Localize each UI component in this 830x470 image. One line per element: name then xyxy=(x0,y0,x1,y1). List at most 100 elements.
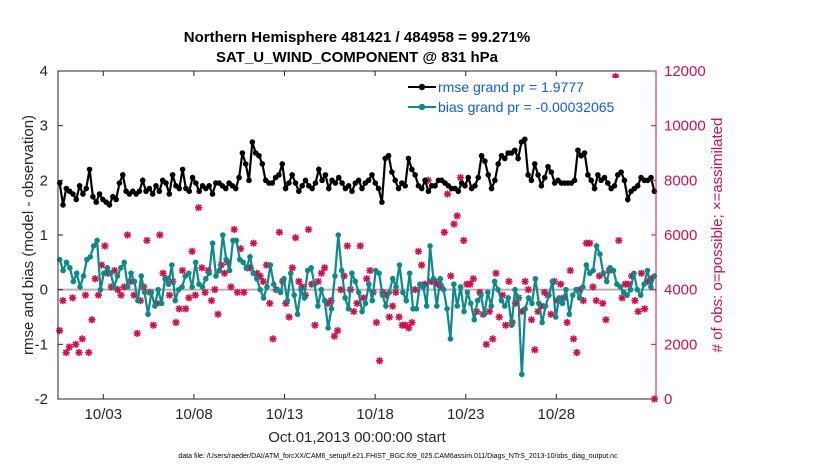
obs-count-point xyxy=(68,294,77,302)
rmse-point xyxy=(193,180,199,186)
rmse-point xyxy=(571,177,578,184)
bias-point xyxy=(67,265,73,271)
bias-point xyxy=(199,284,206,290)
obs-count-point xyxy=(460,236,468,245)
bias-point xyxy=(624,292,630,298)
obs-count-point xyxy=(356,242,364,250)
obs-count-stroke xyxy=(528,316,535,323)
obs-count-point xyxy=(249,239,258,247)
bias-point xyxy=(257,286,263,293)
bias-point xyxy=(219,232,226,238)
bias-point xyxy=(546,292,552,298)
obs-count-point xyxy=(269,335,277,343)
bias-point xyxy=(94,237,100,244)
rmse-point xyxy=(355,177,362,184)
bias-point xyxy=(434,303,440,309)
obs-count-stroke xyxy=(360,294,367,302)
obs-count-stroke xyxy=(592,297,600,304)
obs-count-stroke xyxy=(495,313,503,321)
rmse-point xyxy=(153,183,159,189)
rmse-point xyxy=(385,152,392,159)
obs-count-point xyxy=(172,318,180,327)
obs-count-point xyxy=(573,348,581,357)
obs-count-point xyxy=(330,332,338,340)
rmse-point xyxy=(179,166,186,173)
bias-point xyxy=(169,262,175,268)
bias-point xyxy=(284,297,291,304)
obs-count-stroke xyxy=(166,291,173,299)
obs-count-point xyxy=(334,327,342,335)
rmse-point xyxy=(389,169,395,175)
obs-count-stroke xyxy=(159,270,167,277)
rmse-point xyxy=(591,185,598,192)
bias-point xyxy=(420,284,427,290)
rmse-point xyxy=(299,183,305,189)
bias-point xyxy=(277,289,284,296)
rmse-point xyxy=(239,150,246,156)
obs-count-point xyxy=(88,316,96,324)
obs-count-stroke xyxy=(444,190,451,198)
bias-point xyxy=(617,284,624,290)
obs-count-point xyxy=(385,313,393,321)
obs-count-point xyxy=(450,220,458,228)
bias-point xyxy=(226,267,233,274)
obs-count-stroke xyxy=(589,283,597,291)
bias-point xyxy=(101,270,107,277)
obs-count-stroke xyxy=(192,291,199,299)
rmse-point xyxy=(405,155,412,162)
y-tick-label: 0 xyxy=(40,282,48,299)
rmse-point xyxy=(296,188,302,195)
obs-count-stroke xyxy=(175,305,183,313)
rmse-point xyxy=(588,177,595,184)
obs-count-point xyxy=(505,277,513,286)
rmse-point xyxy=(531,161,538,167)
rmse-point xyxy=(515,155,521,162)
obs-count-stroke xyxy=(85,349,92,356)
bias-point xyxy=(505,295,511,301)
obs-count-point xyxy=(502,321,510,329)
obs-count-stroke xyxy=(450,220,458,228)
legend-rmse-label: rmse grand pr = 1.9777 xyxy=(438,79,584,95)
bias-point xyxy=(542,303,549,309)
obs-count-stroke xyxy=(250,239,257,247)
rmse-point xyxy=(472,183,478,189)
rmse-point xyxy=(605,180,611,186)
obs-count-point xyxy=(81,291,90,299)
y-tick-label: -1 xyxy=(35,336,48,353)
rmse-point xyxy=(289,172,296,178)
obs-count-point xyxy=(388,302,397,310)
obs-count-point xyxy=(91,275,99,283)
obs-count-stroke xyxy=(124,231,131,239)
bias-point xyxy=(498,297,505,304)
obs-count-point xyxy=(65,343,73,351)
bias-point xyxy=(281,275,287,282)
obs-count-point xyxy=(78,335,86,343)
obs-count-stroke xyxy=(208,297,215,304)
obs-count-point xyxy=(214,310,222,318)
rmse-point xyxy=(409,166,415,173)
bias-point xyxy=(386,289,393,296)
x-tick-label: 10/23 xyxy=(447,406,485,423)
obs-count-point xyxy=(191,291,199,299)
rmse-point xyxy=(502,155,508,162)
obs-count-point xyxy=(586,239,594,247)
rmse-point xyxy=(525,172,531,178)
bias-point xyxy=(468,300,474,307)
obs-count-stroke xyxy=(101,242,109,250)
rmse-point xyxy=(521,136,528,143)
obs-count-stroke xyxy=(353,300,361,307)
obs-count-point xyxy=(492,269,500,277)
obs-count-point xyxy=(185,294,193,302)
bias-point xyxy=(192,259,199,266)
rmse-point xyxy=(492,177,498,184)
obs-count-stroke xyxy=(150,321,157,329)
rmse-point xyxy=(315,166,322,173)
rmse-point xyxy=(269,180,276,186)
obs-count-stroke xyxy=(602,316,610,323)
obs-count-stroke xyxy=(492,270,500,277)
obs-count-point xyxy=(321,264,329,272)
bias-point xyxy=(335,232,342,238)
obs-count-stroke xyxy=(292,234,299,241)
rmse-point xyxy=(475,174,482,181)
bias-point xyxy=(603,278,610,285)
